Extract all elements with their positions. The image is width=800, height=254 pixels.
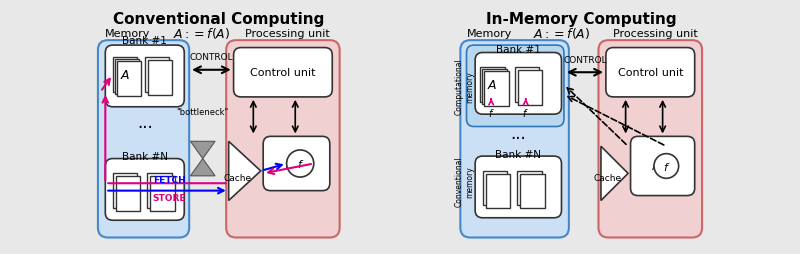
Text: ALU: ALU: [286, 159, 307, 169]
Text: $A := f(A)$: $A := f(A)$: [533, 26, 590, 41]
Text: Conventional Computing: Conventional Computing: [113, 11, 325, 26]
FancyBboxPatch shape: [482, 70, 506, 104]
Text: Control unit: Control unit: [618, 68, 683, 78]
Text: $A := f(A)$: $A := f(A)$: [173, 26, 230, 41]
FancyBboxPatch shape: [482, 171, 507, 206]
Text: Bank #N: Bank #N: [122, 151, 168, 162]
Text: ...: ...: [510, 124, 526, 142]
Text: $f$: $f$: [297, 158, 304, 170]
FancyBboxPatch shape: [517, 171, 542, 206]
Text: Bank #1: Bank #1: [496, 45, 541, 55]
Text: $A$: $A$: [120, 69, 130, 82]
Text: CONTROL: CONTROL: [563, 55, 606, 64]
FancyBboxPatch shape: [460, 41, 569, 237]
Polygon shape: [601, 147, 628, 201]
Polygon shape: [190, 142, 215, 159]
FancyBboxPatch shape: [145, 58, 170, 93]
Text: ALU: ALU: [652, 161, 674, 171]
FancyBboxPatch shape: [263, 137, 330, 191]
FancyBboxPatch shape: [150, 177, 175, 211]
Text: Processing unit: Processing unit: [246, 29, 330, 39]
Text: Processing unit: Processing unit: [613, 29, 698, 39]
FancyBboxPatch shape: [475, 53, 562, 115]
Circle shape: [286, 150, 314, 177]
Polygon shape: [229, 142, 261, 201]
FancyBboxPatch shape: [466, 46, 564, 127]
FancyBboxPatch shape: [116, 177, 140, 211]
FancyBboxPatch shape: [106, 159, 184, 220]
Text: Cache: Cache: [593, 173, 621, 182]
Text: ...: ...: [137, 113, 153, 131]
FancyBboxPatch shape: [117, 62, 142, 97]
Text: Control unit: Control unit: [250, 68, 316, 78]
Polygon shape: [190, 159, 215, 176]
Text: Cache: Cache: [223, 173, 251, 182]
FancyBboxPatch shape: [148, 61, 173, 96]
Text: In-Memory Computing: In-Memory Computing: [486, 11, 677, 26]
Circle shape: [654, 154, 678, 179]
Text: $f$: $f$: [488, 106, 494, 118]
FancyBboxPatch shape: [518, 71, 542, 105]
Text: Bank #N: Bank #N: [495, 149, 542, 159]
FancyBboxPatch shape: [114, 60, 139, 94]
FancyBboxPatch shape: [147, 174, 172, 208]
Text: STORE: STORE: [153, 193, 186, 202]
FancyBboxPatch shape: [486, 174, 510, 209]
FancyBboxPatch shape: [113, 174, 138, 208]
Text: Memory: Memory: [105, 29, 150, 39]
Text: Computational
memory: Computational memory: [455, 58, 474, 115]
FancyBboxPatch shape: [98, 41, 189, 237]
FancyBboxPatch shape: [113, 58, 138, 93]
Text: $f$: $f$: [522, 106, 529, 118]
FancyBboxPatch shape: [514, 68, 539, 102]
FancyBboxPatch shape: [598, 41, 702, 237]
FancyBboxPatch shape: [234, 48, 332, 98]
FancyBboxPatch shape: [480, 68, 505, 102]
FancyBboxPatch shape: [606, 48, 694, 98]
Text: $A$: $A$: [487, 79, 498, 92]
FancyBboxPatch shape: [475, 156, 562, 218]
Text: Conventional
memory: Conventional memory: [455, 156, 474, 206]
FancyBboxPatch shape: [106, 46, 184, 107]
FancyBboxPatch shape: [226, 41, 340, 237]
FancyBboxPatch shape: [630, 137, 694, 196]
Text: "bottleneck": "bottleneck": [177, 108, 229, 117]
Text: CONTROL: CONTROL: [190, 53, 233, 62]
Text: $f$: $f$: [662, 160, 670, 172]
Text: Bank #1: Bank #1: [122, 36, 167, 46]
Text: FETCH: FETCH: [153, 176, 186, 185]
Text: Memory: Memory: [467, 29, 513, 39]
FancyBboxPatch shape: [520, 174, 545, 209]
FancyBboxPatch shape: [484, 72, 509, 106]
